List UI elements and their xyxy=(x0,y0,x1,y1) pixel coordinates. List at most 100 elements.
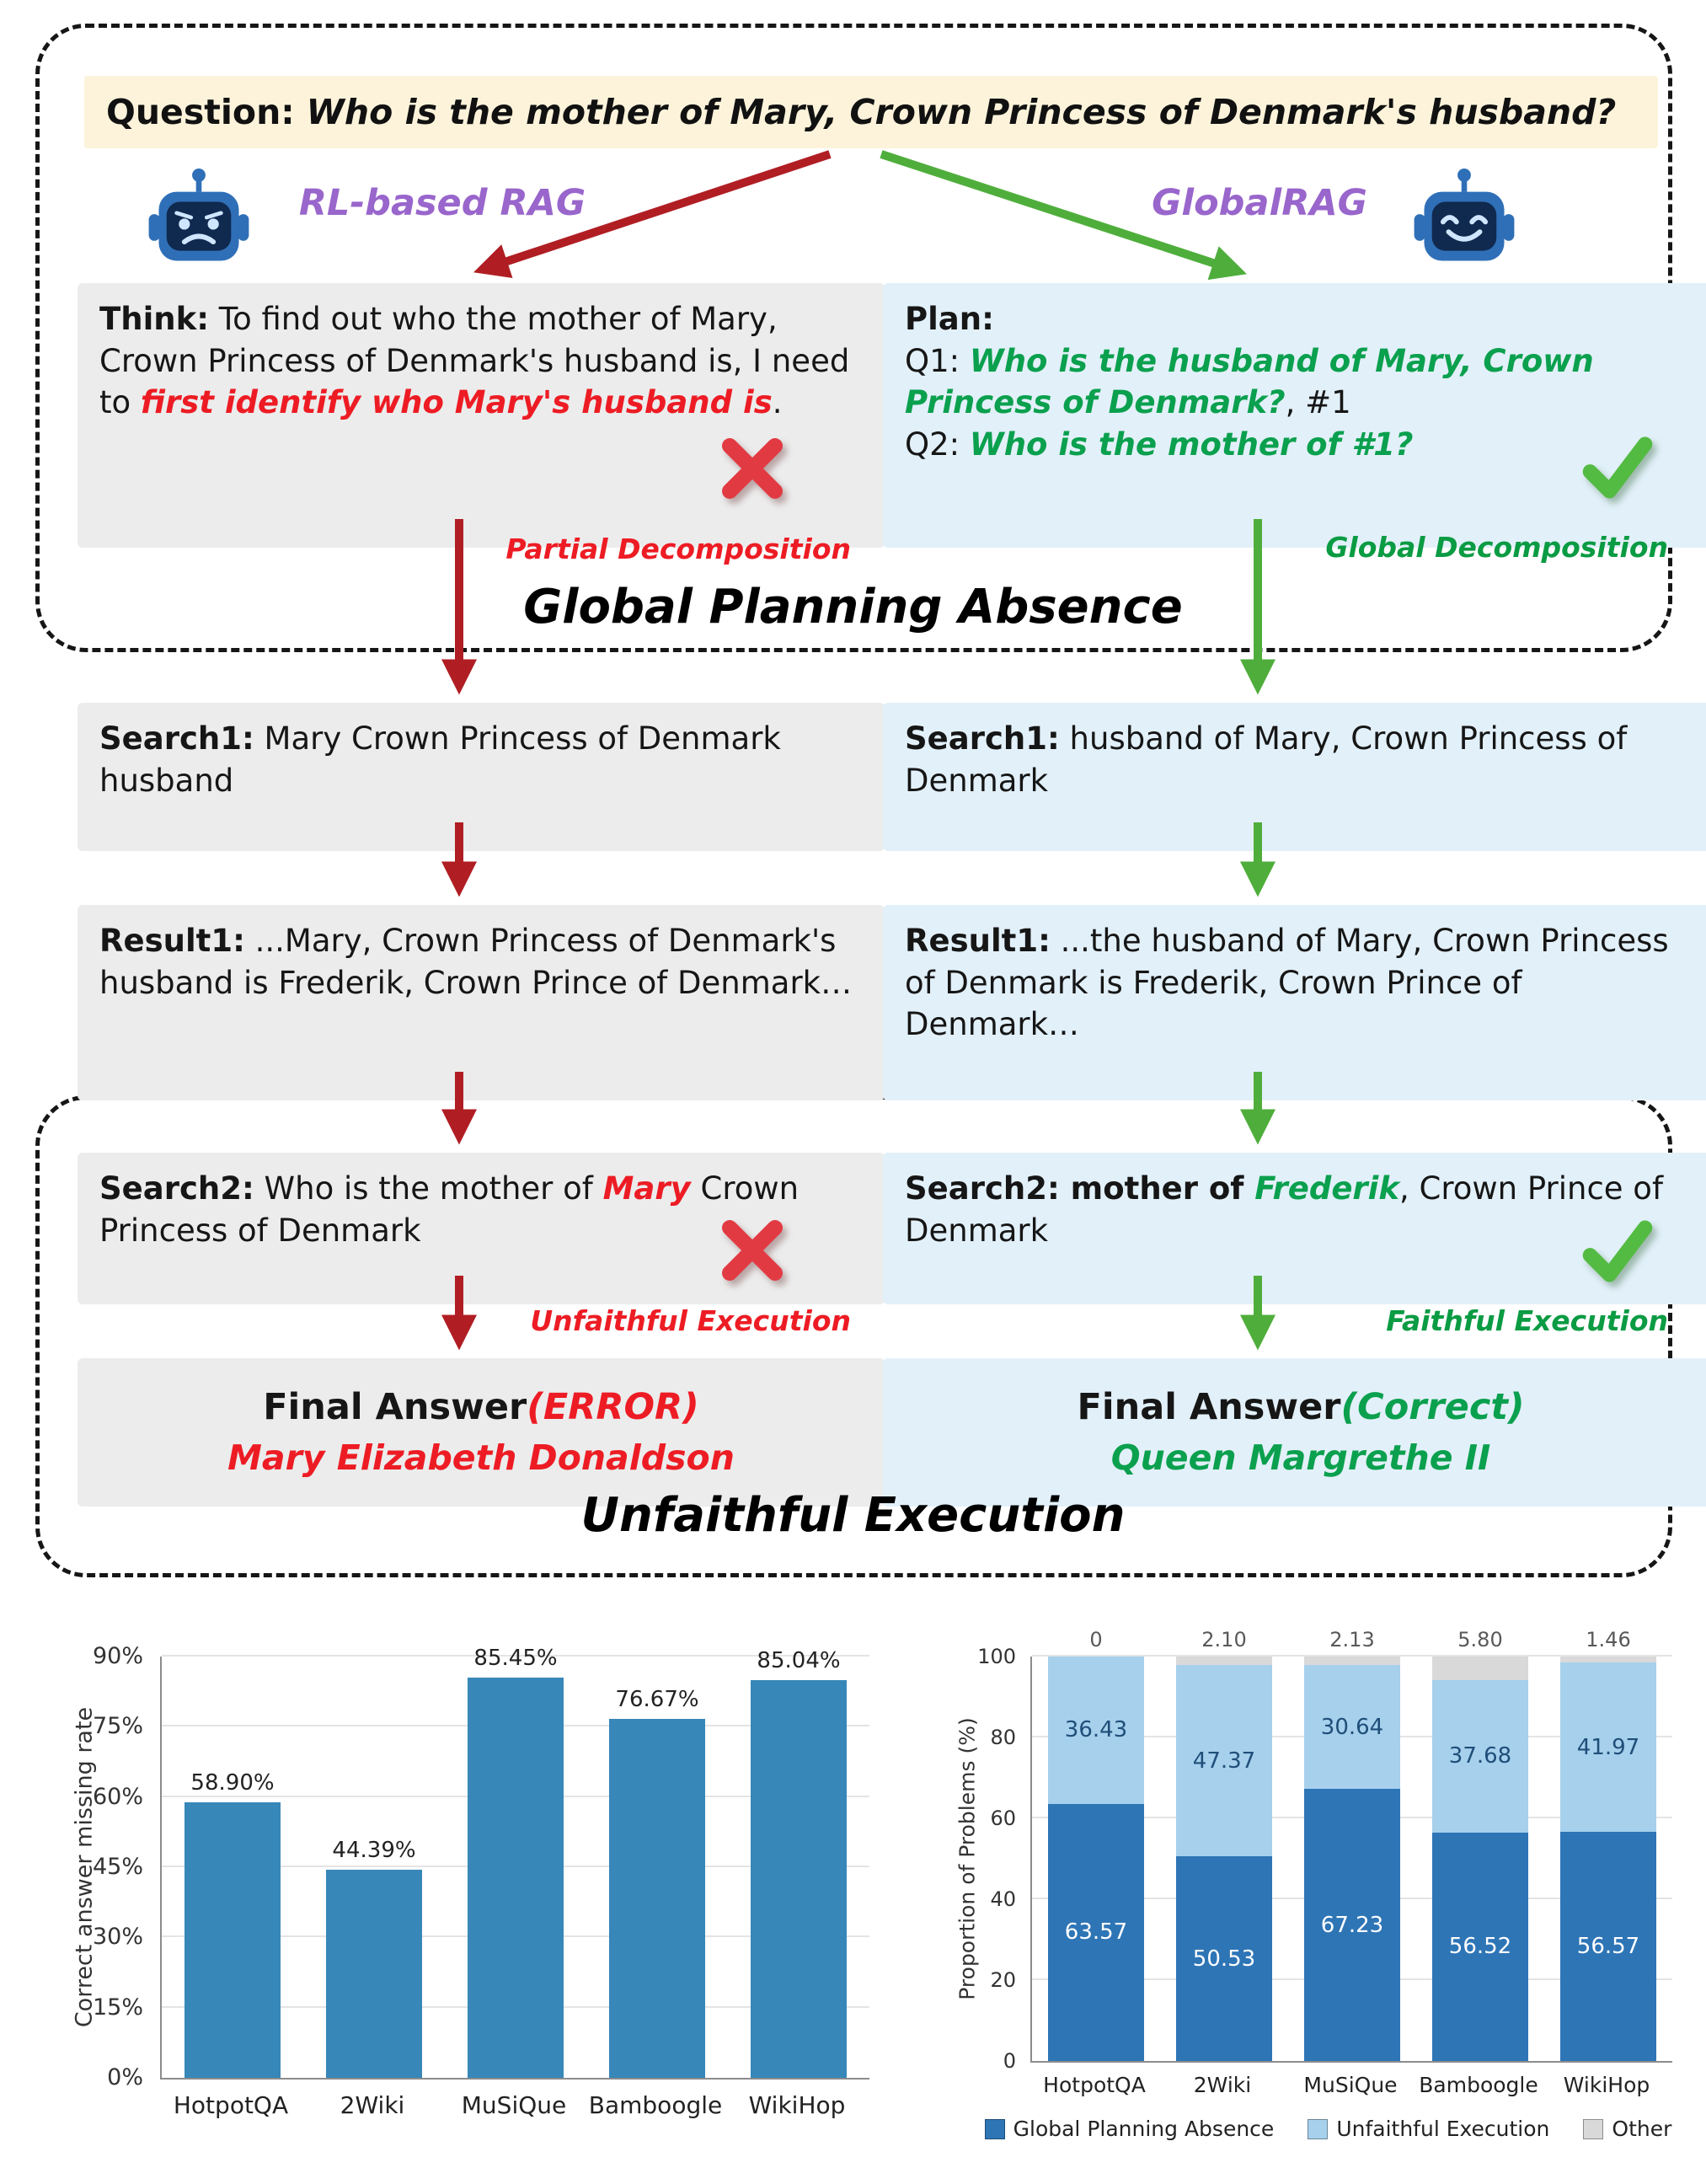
plan-q1: Q1: Who is the husband of Mary, Crown Pr… xyxy=(905,342,1594,421)
segment-value-label: 41.97 xyxy=(1576,1734,1640,1760)
global-decomposition-caption: Global Decomposition xyxy=(1325,531,1668,564)
search2-right-label: Search2: xyxy=(905,1170,1060,1207)
y-tick-label: 30% xyxy=(92,1924,143,1951)
other-value-label: 2.10 xyxy=(1201,1628,1247,1651)
stack-segment xyxy=(1304,1665,1400,1790)
final-answer-right-title: Final Answer(Correct) xyxy=(1077,1385,1525,1428)
segment-value-label: 36.43 xyxy=(1064,1717,1128,1743)
x-category-label: Bamboogle xyxy=(588,2091,723,2119)
legend-swatch-global-planning-absence xyxy=(984,2118,1005,2139)
search2-right-bold: mother of xyxy=(1059,1170,1255,1207)
chart-legend: Global Planning Absence Unfaithful Execu… xyxy=(950,2117,1706,2141)
stack-segment xyxy=(1048,1803,1144,2061)
proportion-yticks: 0 20 40 60 80 100 xyxy=(950,1645,1023,2073)
y-tick-label: 60% xyxy=(92,1783,143,1810)
stack-segment xyxy=(1560,1832,1656,2061)
search2-left-text: Who is the mother of xyxy=(254,1170,603,1207)
stack-segment xyxy=(1176,1657,1272,1666)
legend-label: Unfaithful Execution xyxy=(1336,2117,1550,2141)
bar xyxy=(185,1801,281,2078)
result1-left-box: Result1: ...Mary, Crown Princess of Denm… xyxy=(78,905,885,1100)
legend-item-unfaithful-execution: Unfaithful Execution xyxy=(1308,2117,1549,2141)
result1-left-text: ...Mary, Crown Princess of Denmark's hus… xyxy=(99,923,853,1001)
missing-rate-chart: Correct answer missing rate 0% 15% 30% 45% 6… xyxy=(59,1641,910,2181)
plan-q2: Q2: Who is the mother of #1? xyxy=(905,426,1414,463)
missing-rate-yticks: 0% 15% 30% 45% 60% 75% 90% xyxy=(59,1643,150,2090)
result1-left-label: Result1: xyxy=(99,923,245,959)
question-bar: Question: Who is the mother of Mary, Cro… xyxy=(84,76,1658,148)
think-text-end: . xyxy=(772,384,783,421)
question-label: Question: xyxy=(106,92,295,132)
missing-rate-categories: HotpotQA 2Wiki MuSiQue Bamboogle WikiHop xyxy=(160,2091,868,2125)
bar-value-label: 44.39% xyxy=(332,1838,416,1864)
left-agent-name: RL-based RAG xyxy=(298,182,586,224)
y-tick-label: 0% xyxy=(107,2064,143,2090)
success-check-icon xyxy=(1582,1220,1653,1282)
stack-segment xyxy=(1560,1657,1656,1663)
think-box: Think: To find out who the mother of Mar… xyxy=(78,283,885,548)
bar-value-label: 85.04% xyxy=(757,1647,841,1673)
faithful-execution-caption: Faithful Execution xyxy=(1386,1304,1668,1337)
x-category-label: 2Wiki xyxy=(340,2091,405,2119)
stack-segment xyxy=(1304,1657,1400,1666)
sad-robot-icon xyxy=(148,168,249,261)
stack-segment xyxy=(1176,1856,1272,2061)
gridline xyxy=(1032,1655,1672,1657)
search1-left-label: Search1: xyxy=(99,720,254,757)
search2-right-text-end: , Crown Prince of Denmark xyxy=(905,1170,1663,1249)
segment-value-label: 37.68 xyxy=(1448,1743,1512,1769)
legend-item-other: Other xyxy=(1583,2117,1671,2141)
error-x-icon xyxy=(722,1220,783,1281)
search2-right-box: Search2: mother of Frederik, Crown Princ… xyxy=(883,1153,1706,1304)
other-value-label: 5.80 xyxy=(1457,1628,1503,1651)
segment-value-label: 67.23 xyxy=(1320,1912,1384,1938)
proportion-plot: 63.57 36.43 0 50.53 47.37 2.10 67.23 30.64 2.13 5… xyxy=(1030,1628,1672,2063)
proportion-categories: HotpotQA 2Wiki MuSiQue Bamboogle WikiHop xyxy=(1030,2073,1671,2101)
segment-value-label: 50.53 xyxy=(1192,1946,1256,1972)
right-agent-name: GlobalRAG xyxy=(1152,182,1367,224)
legend-label: Global Planning Absence xyxy=(1013,2117,1275,2141)
stack-segment xyxy=(1432,1832,1528,2061)
bar-value-label: 76.67% xyxy=(615,1687,699,1713)
bar-value-label: 85.45% xyxy=(473,1646,558,1672)
proportion-chart: Proportion of Problems (%) 0 20 40 60 80 100 … xyxy=(950,1628,1706,2184)
segment-value-label: 47.37 xyxy=(1192,1748,1256,1774)
bar xyxy=(751,1679,847,2078)
y-tick-label: 100 xyxy=(977,1645,1016,1668)
missing-rate-plot: 58.90% 44.39% 85.45% 76.67% 85.04% xyxy=(160,1646,869,2080)
stack-segment xyxy=(1176,1665,1272,1857)
search2-right-highlight: Frederik xyxy=(1254,1170,1399,1207)
x-category-label: HotpotQA xyxy=(1043,2073,1146,2097)
bar xyxy=(609,1719,705,2078)
think-highlight: first identify who Mary's husband is xyxy=(140,384,773,421)
partial-decomposition-caption: Partial Decomposition xyxy=(505,533,851,565)
legend-swatch-unfaithful-execution xyxy=(1308,2118,1329,2139)
y-tick-label: 75% xyxy=(92,1713,143,1740)
question-text: Who is the mother of Mary, Crown Princes… xyxy=(306,92,1617,132)
x-category-label: WikiHop xyxy=(1563,2073,1650,2097)
search2-left-highlight: Mary xyxy=(602,1170,691,1207)
x-category-label: MuSiQue xyxy=(461,2091,567,2119)
legend-item-global-planning-absence: Global Planning Absence xyxy=(984,2117,1275,2141)
think-text: To find out who the mother of Mary, Crow… xyxy=(99,301,850,421)
happy-robot-icon xyxy=(1414,168,1515,261)
x-category-label: MuSiQue xyxy=(1303,2073,1398,2097)
gridline xyxy=(162,1655,869,1657)
search1-right-box: Search1: husband of Mary, Crown Princess… xyxy=(883,703,1706,851)
unfaithful-execution-caption: Unfaithful Execution xyxy=(530,1304,851,1337)
search1-right-text: husband of Mary, Crown Princess of Denma… xyxy=(905,720,1628,799)
segment-value-label: 63.57 xyxy=(1064,1919,1128,1946)
search2-left-label: Search2: xyxy=(99,1170,254,1207)
legend-swatch-other xyxy=(1583,2118,1604,2139)
y-tick-label: 20 xyxy=(990,1968,1016,1992)
result1-right-text: ...the husband of Mary, Crown Princess o… xyxy=(905,923,1669,1043)
plan-box: Plan: Q1: Who is the husband of Mary, Cr… xyxy=(883,283,1706,548)
result1-right-label: Result1: xyxy=(905,923,1051,959)
y-tick-label: 90% xyxy=(92,1643,143,1669)
bottom-section-title: Unfaithful Execution xyxy=(580,1488,1126,1543)
x-category-label: HotpotQA xyxy=(173,2091,289,2119)
x-category-label: Bamboogle xyxy=(1419,2073,1538,2097)
x-category-label: 2Wiki xyxy=(1193,2073,1252,2097)
plan-label: Plan: xyxy=(905,301,994,337)
stack-segment xyxy=(1304,1789,1400,2061)
